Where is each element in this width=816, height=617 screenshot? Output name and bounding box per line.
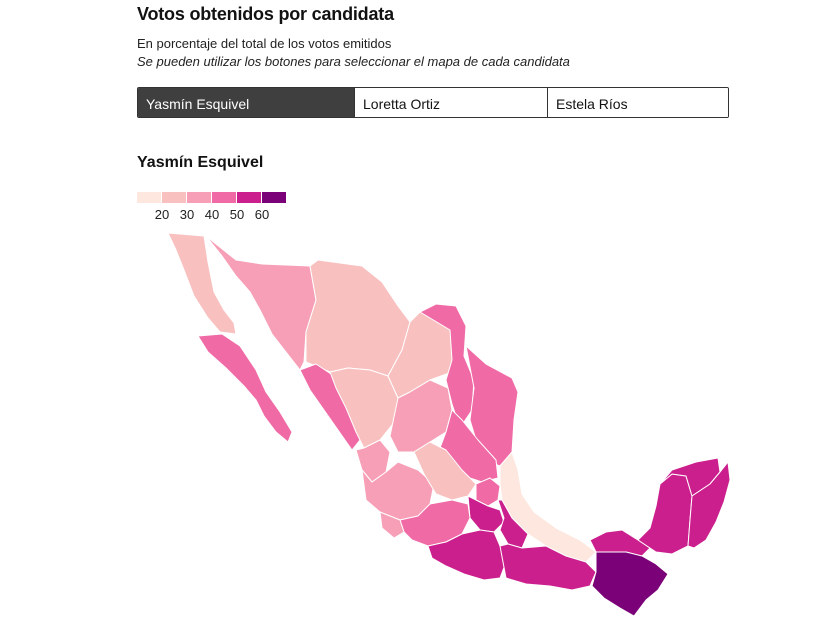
legend-swatches [137, 192, 287, 203]
legend-swatch [237, 192, 261, 203]
state-region[interactable] [197, 333, 293, 443]
tab-estela-rios[interactable]: Estela Ríos [548, 88, 728, 117]
legend-ticks: 20 30 40 50 60 [137, 207, 287, 223]
chart-subtitle: En porcentaje del total de los votos emi… [137, 36, 392, 51]
legend-swatch [262, 192, 286, 203]
state-region[interactable] [687, 461, 731, 549]
legend-swatch [212, 192, 236, 203]
legend-tick: 30 [179, 207, 195, 222]
state-region[interactable] [413, 441, 477, 501]
map-title: Yasmín Esquivel [137, 154, 264, 171]
state-region[interactable] [167, 232, 237, 335]
tab-loretta-ortiz[interactable]: Loretta Ortiz [355, 88, 548, 117]
legend-tick: 60 [254, 207, 270, 222]
legend-tick: 20 [154, 207, 170, 222]
chart-title: Votos obtenidos por candidata [137, 4, 394, 24]
legend-swatch [162, 192, 186, 203]
legend-tick: 40 [204, 207, 220, 222]
state-region[interactable] [305, 259, 411, 377]
state-region[interactable] [399, 499, 471, 547]
state-region[interactable] [379, 511, 405, 539]
tab-yasmin-esquivel[interactable]: Yasmín Esquivel [138, 88, 355, 117]
state-region[interactable] [637, 473, 693, 555]
state-region[interactable] [329, 367, 399, 449]
map-legend: 20 30 40 50 60 [137, 192, 287, 223]
state-region[interactable] [591, 551, 669, 617]
chart-instructions: Se pueden utilizar los botones para sele… [137, 54, 570, 69]
legend-swatch [137, 192, 161, 203]
candidate-tabs: Yasmín Esquivel Loretta Ortiz Estela Río… [137, 87, 729, 118]
legend-swatch [187, 192, 211, 203]
legend-tick: 50 [229, 207, 245, 222]
state-region[interactable] [361, 461, 435, 521]
